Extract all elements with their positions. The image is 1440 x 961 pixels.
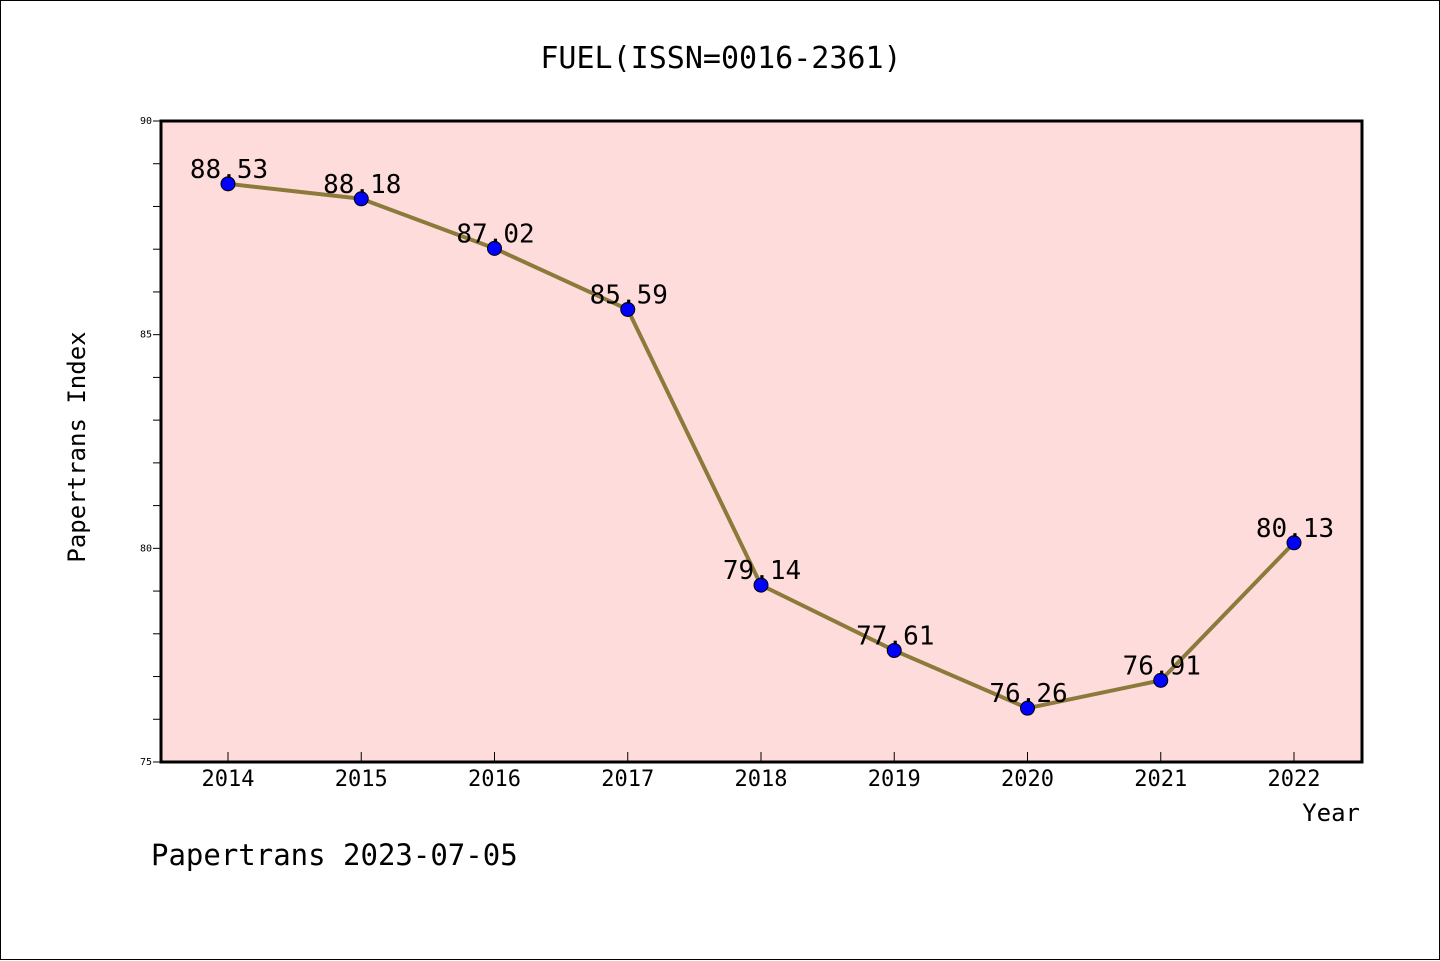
data-point: [886, 642, 902, 658]
data-point: [487, 240, 502, 256]
x-tick-label: 2015: [335, 767, 388, 792]
chart-title: FUEL(ISSN=0016-2361): [540, 41, 901, 76]
y-tick-label: 80: [140, 543, 152, 554]
data-point: [353, 191, 369, 207]
data-point: [1286, 535, 1302, 551]
series-layer: [220, 176, 1302, 716]
data-point: [753, 577, 769, 593]
data-label: 88.18: [323, 170, 401, 200]
data-label: 76.26: [989, 679, 1067, 709]
x-axis-title: Year: [1302, 799, 1360, 827]
y-tick-label: 85: [140, 330, 152, 341]
data-point: [220, 176, 236, 192]
x-axis: 2014 2015 2016 2017 2018 2019 2020 2021 2022: [202, 752, 1321, 792]
footer-text: Papertrans 2023-07-05: [151, 838, 518, 872]
data-label: 76.91: [1123, 651, 1201, 681]
data-label: 85.59: [590, 280, 668, 310]
data-labels: 88.53 88.18 87.02 85.59 79.14 77.61 76.26 76.91…: [190, 155, 1334, 709]
x-tick-label: 2018: [735, 767, 788, 792]
y-axis-title: Papertrans Index: [63, 331, 91, 562]
y-tick-label: 75: [140, 757, 152, 768]
data-label: 77.61: [856, 621, 934, 651]
y-axis: 75 80 85 90: [140, 116, 161, 768]
x-tick-label: 2019: [868, 767, 921, 792]
data-point: [620, 301, 636, 317]
y-tick-label: 90: [140, 116, 152, 127]
x-tick-label: 2017: [601, 767, 654, 792]
data-label: 87.02: [456, 219, 534, 249]
x-tick-label: 2016: [468, 767, 521, 792]
data-label: 79.14: [723, 556, 801, 586]
data-label: 88.53: [190, 155, 268, 185]
x-tick-label: 2020: [1001, 767, 1054, 792]
x-tick-label: 2022: [1268, 767, 1321, 792]
plot-border: [159, 119, 1364, 764]
plot-area: [161, 121, 1362, 762]
x-tick-label: 2014: [202, 767, 255, 792]
x-tick-label: 2021: [1134, 767, 1187, 792]
data-point: [1153, 672, 1169, 688]
data-point: [1020, 700, 1035, 716]
data-label: 80.13: [1256, 514, 1334, 544]
